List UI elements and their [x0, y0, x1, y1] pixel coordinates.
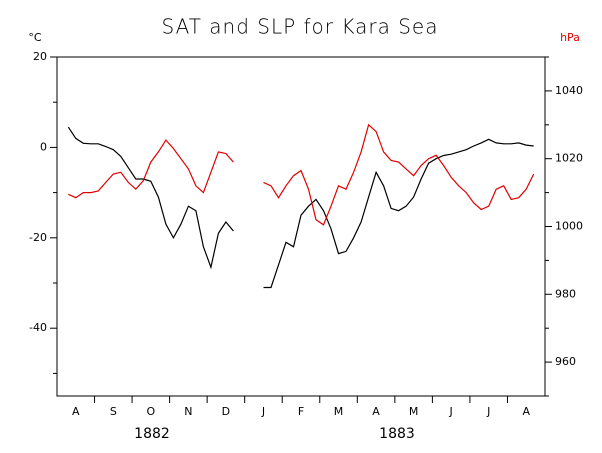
series-line — [67, 126, 534, 289]
x-tick-label: J — [449, 405, 453, 418]
y2-tick-label: 1000 — [555, 220, 583, 233]
x-tick-label: A — [372, 405, 380, 418]
x-tick-label: F — [298, 405, 304, 418]
year-label: 1883 — [379, 426, 415, 442]
y-axis-label: °C — [28, 31, 42, 44]
x-tick-label: J — [486, 405, 490, 418]
x-tick-label: D — [222, 405, 230, 418]
x-tick-label: M — [409, 405, 419, 418]
y2-tick-label: 1020 — [555, 152, 583, 165]
x-tick-label: M — [334, 405, 344, 418]
x-tick-label: J — [261, 405, 265, 418]
x-tick-label: O — [147, 405, 156, 418]
y2-axis-label: hPa — [560, 31, 580, 44]
x-tick-label: A — [72, 405, 80, 418]
x-tick-label: A — [522, 405, 530, 418]
plot-frame — [56, 56, 546, 397]
x-tick-label: N — [184, 405, 192, 418]
year-label: 1882 — [134, 426, 170, 442]
series-line — [68, 123, 535, 226]
chart-title: SAT and SLP for Kara Sea — [162, 15, 439, 39]
y-tick-label: -20 — [29, 231, 47, 244]
x-tick-label: S — [110, 405, 117, 418]
y-tick-label: 0 — [40, 140, 47, 153]
y2-tick-label: 980 — [555, 287, 576, 300]
y2-tick-label: 1040 — [555, 84, 583, 97]
y-tick-label: 20 — [33, 50, 47, 63]
y-tick-label: -40 — [29, 321, 47, 334]
y2-tick-label: 960 — [555, 355, 576, 368]
